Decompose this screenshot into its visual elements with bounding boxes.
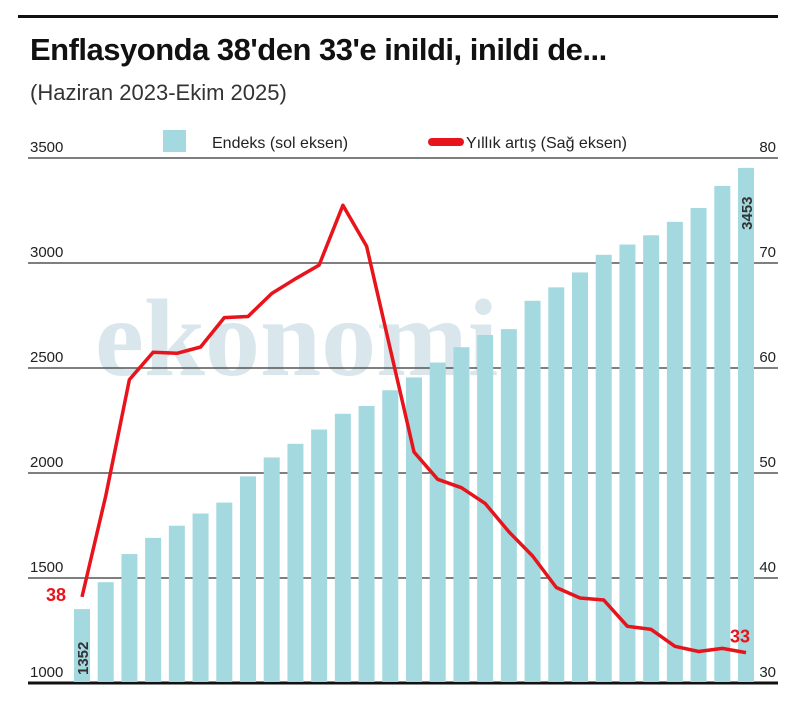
left-axis-tick: 1000 <box>30 664 63 681</box>
bar <box>524 300 541 682</box>
top-rule <box>18 15 778 18</box>
bar <box>121 554 138 682</box>
bar <box>240 476 256 682</box>
left-axis-tick: 3000 <box>30 244 63 261</box>
left-axis-tick: 1500 <box>30 559 63 576</box>
bar <box>477 335 494 682</box>
right-axis-tick: 40 <box>759 559 776 576</box>
legend-bar-swatch <box>163 130 186 152</box>
bar <box>263 457 280 682</box>
bar <box>334 413 351 682</box>
legend-bar-label: Endeks (sol eksen) <box>212 135 348 152</box>
right-axis-tick: 80 <box>759 139 776 156</box>
bar <box>97 582 114 682</box>
bar <box>500 329 517 682</box>
data-label-last-bar: 3453 <box>739 196 756 229</box>
chart-title: Enflasyonda 38'den 33'e inildi, inildi d… <box>30 32 607 67</box>
bar <box>311 429 328 682</box>
data-label-last-line: 33 <box>730 627 750 647</box>
bar <box>145 537 162 682</box>
bar <box>690 207 707 683</box>
bar <box>168 525 185 682</box>
bar <box>429 362 446 682</box>
left-axis-tick: 2000 <box>30 454 63 471</box>
bar <box>595 254 612 682</box>
bar <box>192 513 209 682</box>
left-axis-tick: 2500 <box>30 349 63 366</box>
bar <box>287 443 304 682</box>
bar <box>619 244 636 682</box>
bar <box>453 347 470 682</box>
right-axis-tick: 30 <box>759 664 776 681</box>
bar <box>406 377 422 682</box>
bar <box>548 287 565 682</box>
right-axis-tick: 60 <box>759 349 776 366</box>
legend-line-swatch <box>428 138 464 146</box>
bar <box>382 390 399 682</box>
data-label-first-line: 38 <box>46 585 66 605</box>
bar <box>358 406 375 682</box>
bar <box>738 167 754 682</box>
data-label-first-bar: 1352 <box>75 642 92 675</box>
bar <box>714 185 731 682</box>
right-axis-tick: 50 <box>759 454 776 471</box>
legend-line-label: Yıllık artış (Sağ eksen) <box>466 135 627 152</box>
bar <box>643 235 660 682</box>
bar <box>74 609 90 682</box>
right-axis-tick: 70 <box>759 244 776 261</box>
bar <box>572 272 588 682</box>
chart-subtitle: (Haziran 2023-Ekim 2025) <box>30 80 287 105</box>
bar <box>666 221 683 682</box>
left-axis-tick: 3500 <box>30 139 63 156</box>
bar <box>216 502 233 682</box>
